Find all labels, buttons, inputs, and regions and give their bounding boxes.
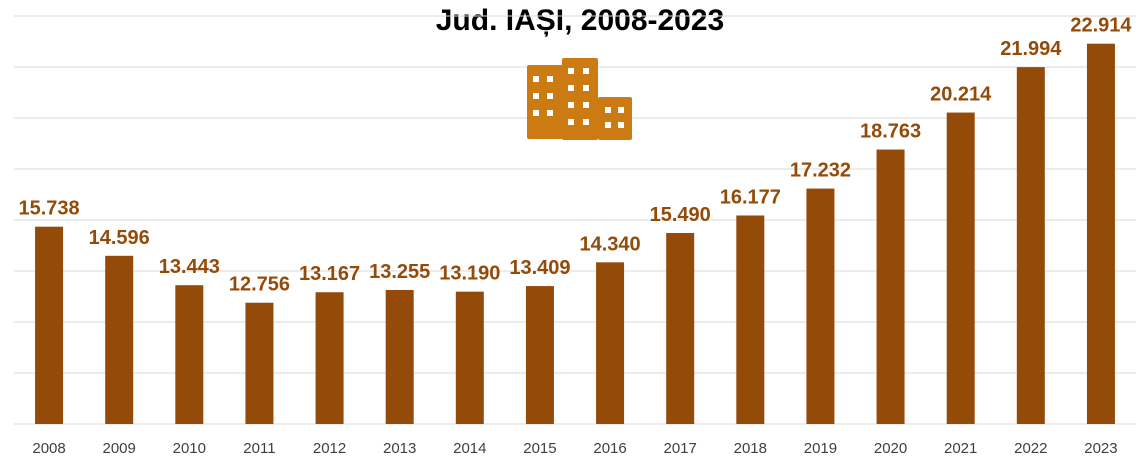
data-label-2017: 15.490 bbox=[650, 204, 711, 226]
x-tick-label-2021: 2021 bbox=[944, 440, 977, 457]
chart-title: Jud. IAȘI, 2008-2023 bbox=[436, 4, 725, 37]
data-label-2011: 12.756 bbox=[229, 274, 290, 296]
x-axis-tick-labels: 2008 2009 2010 2011 2012 2013 2014 2015 2016 2017… bbox=[32, 440, 1117, 457]
data-label-2015: 13.409 bbox=[509, 257, 570, 279]
x-tick-label-2012: 2012 bbox=[313, 440, 346, 457]
data-label-2012: 13.167 bbox=[299, 263, 360, 285]
bar-2010 bbox=[175, 285, 204, 424]
x-tick-label-2015: 2015 bbox=[523, 440, 556, 457]
bar-2012 bbox=[315, 292, 344, 424]
x-tick-label-2022: 2022 bbox=[1014, 440, 1047, 457]
x-tick-label-2013: 2013 bbox=[383, 440, 416, 457]
bar-2021 bbox=[946, 112, 975, 424]
x-tick-label-2020: 2020 bbox=[874, 440, 907, 457]
x-tick-label-2008: 2008 bbox=[32, 440, 65, 457]
x-tick-label-2019: 2019 bbox=[804, 440, 837, 457]
data-label-2016: 14.340 bbox=[579, 233, 640, 255]
x-tick-label-2018: 2018 bbox=[734, 440, 767, 457]
data-label-2022: 21.994 bbox=[1000, 38, 1062, 60]
x-tick-label-2009: 2009 bbox=[103, 440, 136, 457]
bar-2013 bbox=[385, 289, 414, 424]
x-tick-label-2014: 2014 bbox=[453, 440, 486, 457]
bar-2023 bbox=[1086, 43, 1115, 425]
bar-2016 bbox=[596, 262, 625, 424]
bar-2009 bbox=[105, 255, 134, 424]
data-labels: 15.738 14.596 13.443 12.756 13.167 13.255 13.1… bbox=[18, 15, 1132, 296]
bar-2015 bbox=[525, 286, 554, 424]
data-label-2019: 17.232 bbox=[790, 160, 851, 182]
data-label-2020: 18.763 bbox=[860, 121, 921, 143]
bar-2014 bbox=[455, 291, 484, 424]
bar-2022 bbox=[1016, 67, 1045, 424]
data-label-2018: 16.177 bbox=[720, 186, 781, 208]
data-label-2014: 13.190 bbox=[439, 263, 500, 285]
bar-2020 bbox=[876, 149, 905, 424]
bar-2019 bbox=[806, 188, 835, 424]
bars bbox=[35, 43, 1115, 425]
x-tick-label-2016: 2016 bbox=[593, 440, 626, 457]
data-label-2010: 13.443 bbox=[159, 256, 220, 278]
data-label-2008: 15.738 bbox=[18, 198, 79, 220]
bar-2018 bbox=[736, 215, 765, 424]
data-label-2013: 13.255 bbox=[369, 261, 430, 283]
bar-2011 bbox=[245, 302, 274, 424]
x-tick-label-2010: 2010 bbox=[173, 440, 206, 457]
x-tick-label-2023: 2023 bbox=[1084, 440, 1117, 457]
data-label-2023: 22.914 bbox=[1070, 15, 1132, 37]
buildings-icon bbox=[527, 58, 632, 140]
data-label-2021: 20.214 bbox=[930, 84, 992, 106]
bar-2008 bbox=[35, 226, 64, 424]
x-tick-label-2011: 2011 bbox=[243, 440, 275, 457]
data-label-2009: 14.596 bbox=[89, 227, 150, 249]
x-tick-label-2017: 2017 bbox=[664, 440, 697, 457]
bar-2017 bbox=[666, 233, 695, 424]
